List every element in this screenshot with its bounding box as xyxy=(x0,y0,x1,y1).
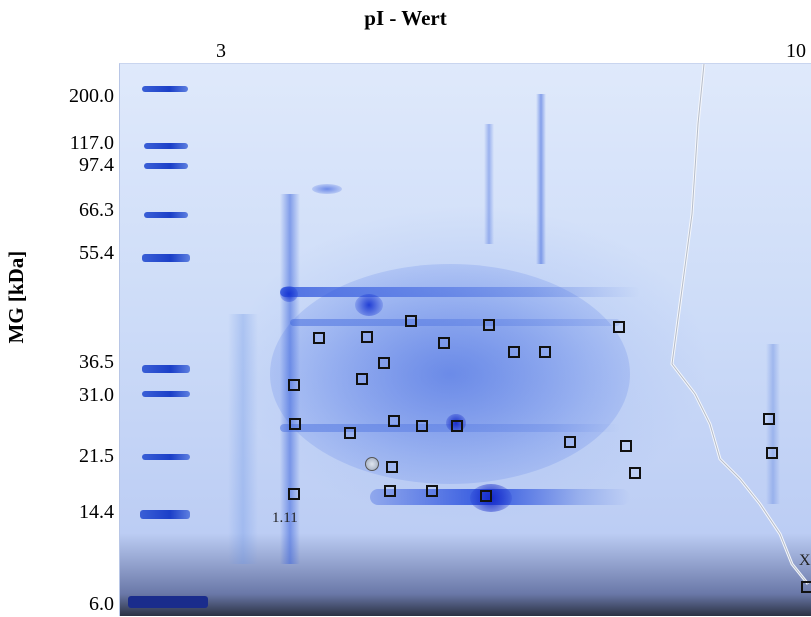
spot-marker-box[interactable] xyxy=(356,373,368,385)
spot-marker-box[interactable] xyxy=(378,357,390,369)
marker-band xyxy=(142,365,190,373)
gel-image: 1.11 X xyxy=(119,63,811,616)
axis-title-pi: pI - Wert xyxy=(364,6,447,30)
mw-label: 66.3 xyxy=(79,199,114,221)
spot-marker-box[interactable] xyxy=(483,319,495,331)
spot-marker-box[interactable] xyxy=(508,346,520,358)
vertical-streak xyxy=(484,124,494,244)
ph-scale-high: 10 xyxy=(786,40,806,62)
spot-marker-box[interactable] xyxy=(451,420,463,432)
mw-label: 14.4 xyxy=(79,501,114,523)
spot-marker-box[interactable] xyxy=(763,413,775,425)
protein-spot xyxy=(355,294,383,316)
spot-marker-box[interactable] xyxy=(480,490,492,502)
spot-marker-box[interactable] xyxy=(289,418,301,430)
spot-marker-box[interactable] xyxy=(801,581,811,593)
spot-marker-box[interactable] xyxy=(405,315,417,327)
spot-marker-box[interactable] xyxy=(629,467,641,479)
spot-marker-box[interactable] xyxy=(288,488,300,500)
mw-label: 97.4 xyxy=(79,154,114,176)
mw-label: 31.0 xyxy=(79,384,114,406)
spot-marker-box[interactable] xyxy=(361,331,373,343)
mw-label: 55.4 xyxy=(79,242,114,264)
spot-marker-box[interactable] xyxy=(539,346,551,358)
mw-label: 117.0 xyxy=(69,132,114,154)
marker-band xyxy=(142,86,188,92)
spot-marker-box[interactable] xyxy=(288,379,300,391)
mw-label: 6.0 xyxy=(89,593,114,615)
gel-crack xyxy=(670,64,810,585)
spot-marker-box[interactable] xyxy=(564,436,576,448)
vertical-streak xyxy=(536,94,546,264)
mw-label: 200.0 xyxy=(69,85,114,107)
spot-marker-box[interactable] xyxy=(620,440,632,452)
horizontal-streak xyxy=(280,287,640,297)
spot-label-x: X xyxy=(799,552,811,569)
spot-marker-box[interactable] xyxy=(416,420,428,432)
marker-band xyxy=(144,163,188,169)
axis-title-mw: MG [kDa] xyxy=(4,250,28,344)
protein-spot xyxy=(280,286,298,302)
spot-marker-box[interactable] xyxy=(344,427,356,439)
spot-marker-box[interactable] xyxy=(386,461,398,473)
vertical-streak xyxy=(228,314,258,564)
spot-marker-box[interactable] xyxy=(766,447,778,459)
mw-label: 21.5 xyxy=(79,445,114,467)
marker-band xyxy=(142,454,190,460)
marker-band xyxy=(128,596,208,608)
marker-band xyxy=(144,212,188,218)
spot-marker-box[interactable] xyxy=(613,321,625,333)
spot-marker-box[interactable] xyxy=(384,485,396,497)
air-bubble xyxy=(365,457,379,471)
horizontal-streak xyxy=(290,319,620,326)
protein-spot xyxy=(312,184,342,194)
spot-marker-box[interactable] xyxy=(426,485,438,497)
spot-marker-box[interactable] xyxy=(388,415,400,427)
marker-band xyxy=(142,254,190,262)
spot-label-1-11: 1.11 xyxy=(272,510,298,526)
marker-band xyxy=(142,391,190,397)
ph-scale-low: 3 xyxy=(216,40,226,62)
marker-band xyxy=(140,510,190,519)
mw-label: 36.5 xyxy=(79,351,114,373)
spot-marker-box[interactable] xyxy=(313,332,325,344)
spot-marker-box[interactable] xyxy=(438,337,450,349)
marker-band xyxy=(144,143,188,149)
